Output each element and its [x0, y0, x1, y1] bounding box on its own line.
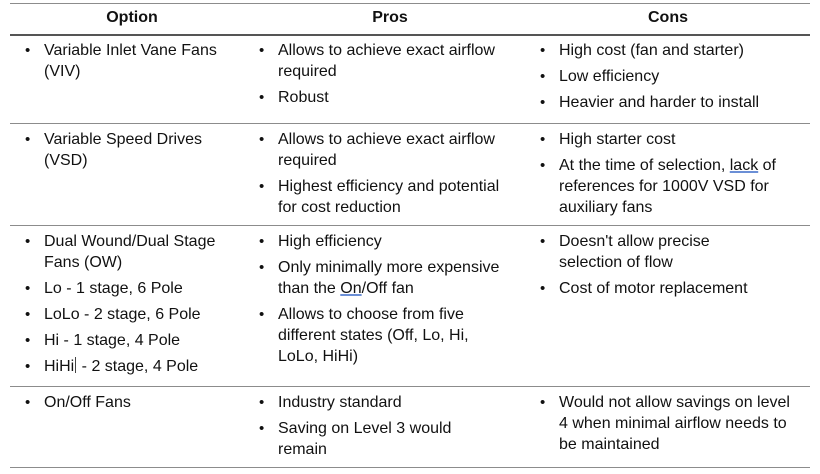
cons-text: At the time of selection, — [559, 157, 730, 174]
cons-item-rich: At the time of selection, lack of refere… — [535, 155, 810, 218]
header-rule — [10, 34, 810, 36]
pros-text: /Off fan — [361, 280, 414, 297]
row-3-option: Dual Wound/Dual Stage Fans (OW) Lo - 1 s… — [20, 231, 246, 377]
table-top-rule — [10, 3, 810, 4]
option-item: LoLo - 2 stage, 6 Pole — [20, 304, 246, 325]
cons-text: of references for 1000V VSD for auxiliar… — [559, 157, 776, 216]
cons-item: Low efficiency — [535, 66, 810, 87]
option-item-rich: HiHi - 2 stage, 4 Pole — [20, 356, 246, 377]
row-divider — [10, 123, 810, 124]
row-divider — [10, 225, 810, 226]
option-text: HiHi — [44, 358, 75, 375]
row-1-pros: Allows to achieve exact airflow required… — [254, 40, 516, 108]
pros-item: Allows to achieve exact airflow required — [254, 40, 516, 82]
row-divider — [10, 386, 810, 387]
pros-item: Robust — [254, 87, 516, 108]
cons-item: Doesn't allow precise selection of flow — [535, 231, 765, 273]
header-cons: Cons — [648, 9, 688, 26]
pros-item: High efficiency — [254, 231, 526, 252]
pros-item: Allows to achieve exact airflow required — [254, 129, 516, 171]
pros-item: Allows to choose from five different sta… — [254, 304, 498, 367]
cons-item: Heavier and harder to install — [535, 92, 810, 113]
cons-item: Cost of motor replacement — [535, 278, 765, 299]
text-cursor — [75, 357, 77, 373]
option-text: - 2 stage, 4 Pole — [77, 358, 199, 375]
pros-item-rich: Only minimally more expensive than the O… — [254, 257, 526, 299]
cons-item: High starter cost — [535, 129, 810, 150]
row-1-cons: High cost (fan and starter) Low efficien… — [535, 40, 810, 113]
option-item: Hi - 1 stage, 4 Pole — [20, 330, 246, 351]
spellcheck-underlined-word: lack — [729, 157, 759, 174]
table-bottom-rule — [10, 467, 810, 468]
row-4-option: On/Off Fans — [20, 392, 238, 413]
pros-item: Highest efficiency and potential for cos… — [254, 176, 516, 218]
option-item: Dual Wound/Dual Stage Fans (OW) — [20, 231, 246, 273]
option-item: On/Off Fans — [20, 392, 238, 413]
row-2-option: Variable Speed Drives (VSD) — [20, 129, 238, 171]
row-3-cons: Doesn't allow precise selection of flow … — [535, 231, 765, 299]
row-1-option: Variable Inlet Vane Fans (VIV) — [20, 40, 238, 82]
option-item: Variable Inlet Vane Fans (VIV) — [20, 40, 238, 82]
spellcheck-underlined-word: On — [340, 280, 362, 297]
pros-item: Saving on Level 3 would remain — [254, 418, 484, 460]
pros-text: Only minimally more expensive than the — [278, 259, 500, 297]
row-4-cons: Would not allow savings on level 4 when … — [535, 392, 797, 455]
cons-item: Would not allow savings on level 4 when … — [535, 392, 797, 455]
row-4-pros: Industry standard Saving on Level 3 woul… — [254, 392, 484, 460]
row-3-pros: High efficiency Only minimally more expe… — [254, 231, 526, 367]
option-item: Variable Speed Drives (VSD) — [20, 129, 238, 171]
header-pros: Pros — [372, 9, 408, 26]
row-2-cons: High starter cost At the time of selecti… — [535, 129, 810, 218]
cons-item: High cost (fan and starter) — [535, 40, 810, 61]
header-option: Option — [106, 9, 158, 26]
option-item: Lo - 1 stage, 6 Pole — [20, 278, 246, 299]
pros-item: Industry standard — [254, 392, 484, 413]
row-2-pros: Allows to achieve exact airflow required… — [254, 129, 516, 218]
